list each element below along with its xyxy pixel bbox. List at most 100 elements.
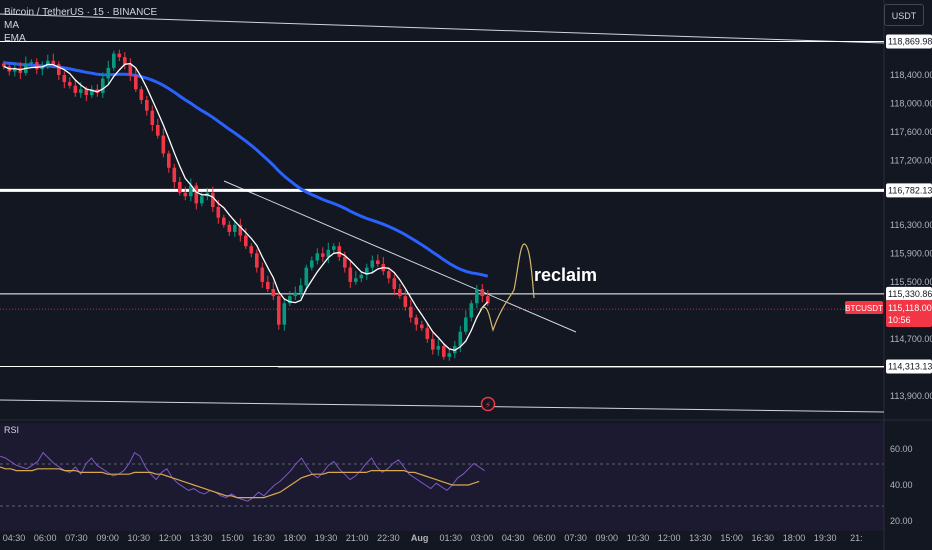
event-marker-icon[interactable] <box>480 396 496 412</box>
time-tick-label: 19:30 <box>315 533 338 543</box>
candle-body <box>95 89 100 93</box>
candle-body <box>414 317 419 325</box>
candle-body <box>277 296 281 325</box>
rsi-line <box>0 451 485 502</box>
candle-body <box>46 60 50 67</box>
candle-body <box>101 78 105 93</box>
candle-body <box>249 246 254 254</box>
candle-body <box>464 317 468 332</box>
candle-body <box>13 67 17 72</box>
candle-body <box>2 63 6 67</box>
candle-body <box>183 192 188 197</box>
reclaim-annotation: reclaim <box>534 265 597 285</box>
candle-body <box>332 246 336 250</box>
candle-body <box>244 235 248 247</box>
candle-body <box>51 60 56 65</box>
candle-body <box>35 62 39 70</box>
candle-body <box>436 346 441 350</box>
candle-body <box>480 289 485 297</box>
price-tick-label: 115,900.00 <box>890 248 932 258</box>
candle-body <box>409 306 413 318</box>
time-tick-label: 10:30 <box>128 533 151 543</box>
candle-body <box>354 278 358 282</box>
time-tick-label: Aug <box>411 533 429 543</box>
candle-body <box>337 246 342 257</box>
indicator-ema-label[interactable]: EMA <box>4 33 26 44</box>
level-price-label: 118,869.98 <box>888 36 932 46</box>
level-price-label: 114,313.13 <box>888 362 932 372</box>
time-tick-label: 21: <box>850 533 863 543</box>
descending-trendline <box>223 180 577 333</box>
candle-body <box>447 353 452 357</box>
price-tick-label: 116,300.00 <box>890 220 932 230</box>
rsi-ma-line <box>0 466 480 499</box>
ma-line <box>3 62 489 351</box>
event-marker-glyph: ⚡ <box>485 401 491 411</box>
candle-body <box>304 267 309 286</box>
candle-body <box>425 328 430 339</box>
long-trendline-top <box>0 13 885 44</box>
time-tick-label: 13:30 <box>190 533 213 543</box>
price-tick-label: 114,700.00 <box>890 334 932 344</box>
price-countdown: 10:56 <box>888 315 911 325</box>
time-tick-label: 09:00 <box>96 533 119 543</box>
candle-body <box>266 281 270 289</box>
candle-body <box>18 67 23 73</box>
candle-body <box>255 253 259 268</box>
price-tick-label: 117,600.00 <box>890 127 932 137</box>
time-tick-label: 12:00 <box>658 533 681 543</box>
rsi-label[interactable]: RSI <box>4 425 20 435</box>
time-tick-label: 07:30 <box>564 533 587 543</box>
candle-body <box>90 89 94 95</box>
candle-body <box>62 75 67 83</box>
candle-body <box>233 224 237 232</box>
candle-body <box>106 67 111 79</box>
candle-body <box>310 260 314 268</box>
symbol-title[interactable]: Bitcoin / TetherUS · 15 · BINANCE <box>4 7 158 18</box>
time-tick-label: 10:30 <box>627 533 650 543</box>
candle-body <box>216 206 221 218</box>
candle-body <box>403 296 408 307</box>
candle-body <box>392 278 397 289</box>
candle-body <box>29 62 34 64</box>
candle-body <box>370 260 375 268</box>
candle-body <box>442 346 446 357</box>
indicator-ma-label[interactable]: MA <box>4 20 19 31</box>
time-tick-label: 16:30 <box>252 533 275 543</box>
time-tick-label: 07:30 <box>65 533 88 543</box>
candle-body <box>167 153 171 168</box>
time-tick-label: 03:00 <box>471 533 494 543</box>
price-tick-label: 117,200.00 <box>890 156 932 166</box>
time-tick-label: 12:00 <box>159 533 182 543</box>
candle-body <box>299 285 303 293</box>
level-price-label: 116,782.13 <box>888 185 932 195</box>
candle-body <box>172 167 177 182</box>
candle-body <box>486 296 490 304</box>
time-tick-label: 01:30 <box>440 533 463 543</box>
candle-body <box>359 274 364 279</box>
candle-body <box>178 182 182 193</box>
candle-body <box>431 338 435 350</box>
candle-body <box>271 289 276 297</box>
candle-body <box>117 53 122 58</box>
candle-body <box>189 185 193 197</box>
currency-button[interactable]: USDT <box>884 4 924 26</box>
candle-body <box>475 289 479 304</box>
current-price-value: 115,118.00 <box>888 303 932 313</box>
price-tick-label: 118,400.00 <box>890 70 932 80</box>
time-tick-label: 16:30 <box>752 533 775 543</box>
time-tick-label: 15:00 <box>720 533 743 543</box>
candle-body <box>84 89 89 95</box>
candle-body <box>128 64 133 75</box>
time-tick-label: 15:00 <box>221 533 244 543</box>
rsi-tick-label: 20.00 <box>890 516 913 526</box>
level-price-tag <box>886 183 932 198</box>
candle-body <box>458 331 463 347</box>
time-tick-label: 09:00 <box>596 533 619 543</box>
time-tick-label: 21:00 <box>346 533 369 543</box>
candle-body <box>365 267 369 275</box>
candle-body <box>376 260 380 265</box>
candle-body <box>161 135 166 154</box>
candle-body <box>293 292 298 297</box>
